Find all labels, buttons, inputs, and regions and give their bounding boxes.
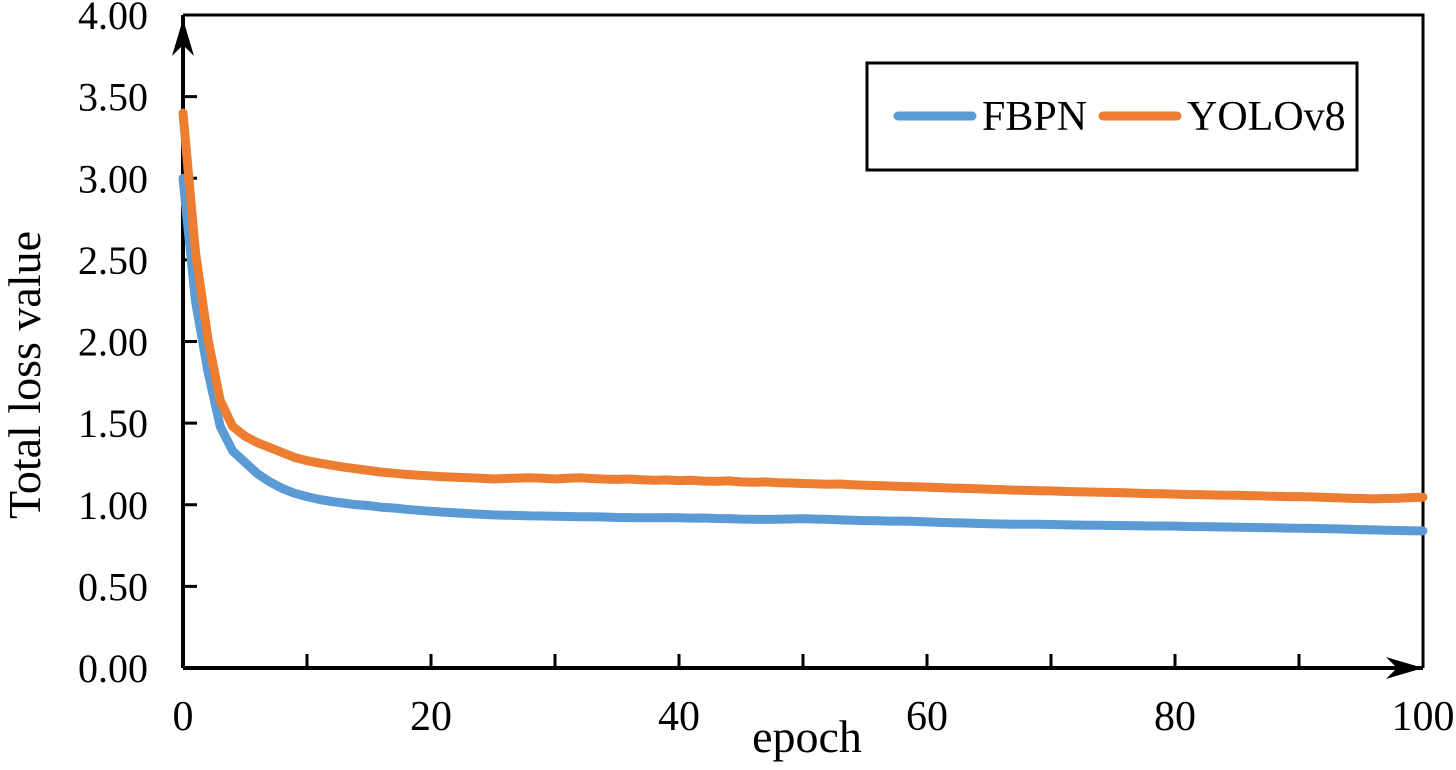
y-tick-label: 3.00	[78, 156, 148, 201]
y-tick-label: 3.50	[78, 75, 148, 120]
x-tick-label: 40	[658, 694, 700, 740]
y-axis-tick-labels: 0.00 0.50 1.00 1.50 2.00 2.50 3.00 3.50 4.00	[78, 0, 148, 691]
x-tick-label: 100	[1392, 694, 1455, 740]
y-axis-arrow-icon	[172, 19, 194, 56]
series-line-fbpn	[178, 173, 1428, 536]
y-tick-label: 1.00	[78, 483, 148, 528]
legend-label-yolov8: YOLOv8	[1187, 94, 1346, 140]
y-tick-label: 2.00	[78, 320, 148, 365]
x-axis-ticks	[305, 654, 1301, 668]
x-axis-tick-labels: 0 20 40 60 80 100	[173, 694, 1455, 740]
series-line-yolov8	[178, 108, 1428, 504]
y-axis-title: Total loss value	[0, 231, 50, 519]
legend: FBPN YOLOv8	[865, 61, 1359, 172]
y-tick-label: 4.00	[78, 0, 148, 38]
x-axis-title: epoch	[752, 711, 862, 762]
x-tick-label: 0	[173, 694, 194, 740]
y-tick-label: 0.50	[78, 564, 148, 609]
x-tick-label: 80	[1154, 694, 1196, 740]
plot-border	[183, 13, 1425, 668]
x-axis-arrow-icon	[1386, 657, 1423, 679]
y-tick-label: 2.50	[78, 238, 148, 283]
legend-label-fbpn: FBPN	[982, 94, 1087, 140]
y-tick-label: 1.50	[78, 401, 148, 446]
data-series-lines	[178, 108, 1428, 536]
x-tick-label: 20	[410, 694, 452, 740]
y-tick-label: 0.00	[78, 646, 148, 691]
x-tick-label: 60	[906, 694, 948, 740]
